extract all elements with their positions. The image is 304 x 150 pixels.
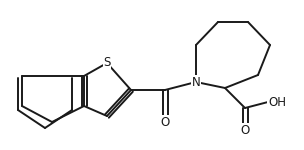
Text: N: N bbox=[192, 75, 200, 88]
Text: OH: OH bbox=[268, 96, 286, 108]
Text: O: O bbox=[240, 123, 250, 136]
Text: O: O bbox=[161, 116, 170, 129]
Text: S: S bbox=[103, 57, 111, 69]
